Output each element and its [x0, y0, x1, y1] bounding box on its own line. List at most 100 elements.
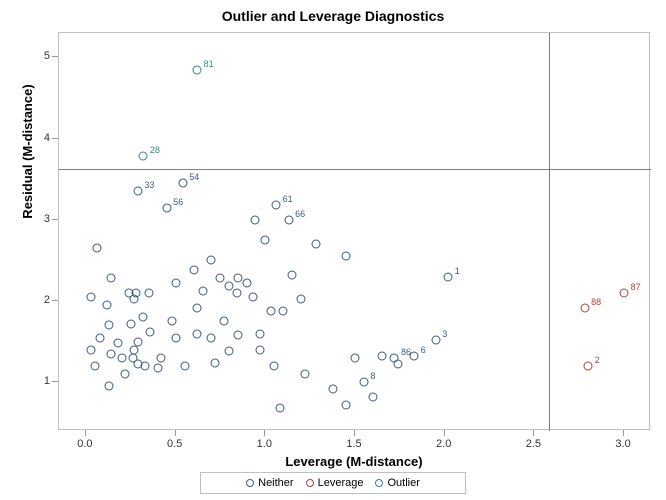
data-point — [255, 345, 264, 354]
y-tick-label: 1 — [32, 375, 50, 387]
data-point — [580, 303, 589, 312]
data-point — [620, 288, 629, 297]
y-axis-label: Residual (M-distance) — [20, 0, 35, 311]
data-point — [266, 306, 275, 315]
data-point — [146, 327, 155, 336]
chart-container: Outlier and Leverage Diagnostics 33 56 5 4 6… — [0, 0, 666, 500]
data-point-label: 56 — [173, 197, 183, 207]
legend-label: Neither — [258, 477, 293, 489]
legend-label: Leverage — [318, 477, 364, 489]
data-point — [394, 360, 403, 369]
chart-title: Outlier and Leverage Diagnostics — [0, 8, 666, 24]
y-tick — [52, 300, 58, 301]
data-point-label: 66 — [295, 209, 305, 219]
data-point — [234, 274, 243, 283]
data-point — [133, 337, 142, 346]
data-point — [359, 378, 368, 387]
data-point — [288, 271, 297, 280]
x-tick-label: 2.0 — [436, 438, 451, 450]
y-tick-label: 2 — [32, 294, 50, 306]
data-point — [114, 339, 123, 348]
y-tick-label: 5 — [32, 50, 50, 62]
ref-line-horizontal — [59, 169, 651, 170]
data-point — [90, 362, 99, 371]
data-point-label: 6 — [421, 345, 426, 355]
data-point-label: 8 — [370, 371, 375, 381]
x-tick — [85, 430, 86, 436]
x-tick-label: 0.0 — [77, 438, 92, 450]
y-tick — [52, 381, 58, 382]
data-point — [193, 329, 202, 338]
data-point — [121, 370, 130, 379]
y-tick-label: 4 — [32, 132, 50, 144]
data-point — [329, 384, 338, 393]
data-point — [431, 336, 440, 345]
data-point — [87, 292, 96, 301]
data-point-label: 1 — [455, 266, 460, 276]
y-tick-label: 3 — [32, 213, 50, 225]
legend-swatch-icon — [246, 479, 254, 487]
data-point — [216, 274, 225, 283]
x-tick-label: 1.5 — [346, 438, 361, 450]
ref-line-vertical — [549, 33, 550, 431]
x-tick — [444, 430, 445, 436]
data-point — [153, 363, 162, 372]
data-point — [157, 353, 166, 362]
data-point — [207, 333, 216, 342]
data-point — [368, 392, 377, 401]
data-point — [284, 215, 293, 224]
data-point-label: 33 — [144, 180, 154, 190]
data-point — [584, 362, 593, 371]
data-point — [171, 333, 180, 342]
data-point — [171, 279, 180, 288]
legend-item: Outlier — [375, 477, 419, 489]
data-point — [87, 345, 96, 354]
legend: Neither Leverage Outlier — [200, 472, 466, 494]
data-point — [272, 201, 281, 210]
x-tick — [533, 430, 534, 436]
y-tick — [52, 56, 58, 57]
data-point — [105, 321, 114, 330]
legend-swatch-icon — [375, 479, 383, 487]
data-point — [168, 317, 177, 326]
y-tick — [52, 219, 58, 220]
data-point — [261, 236, 270, 245]
y-tick — [52, 138, 58, 139]
data-point — [132, 288, 141, 297]
data-point — [107, 349, 116, 358]
x-tick — [354, 430, 355, 436]
x-tick — [264, 430, 265, 436]
data-point — [144, 288, 153, 297]
data-point — [250, 215, 259, 224]
x-tick-label: 2.5 — [526, 438, 541, 450]
data-point — [105, 382, 114, 391]
data-point — [92, 244, 101, 253]
data-point — [193, 303, 202, 312]
data-point-label: 87 — [631, 282, 641, 292]
data-point — [133, 187, 142, 196]
data-point — [178, 179, 187, 188]
data-point-label: 2 — [595, 355, 600, 365]
data-point — [141, 362, 150, 371]
data-point-label: 81 — [204, 59, 214, 69]
data-point — [162, 203, 171, 212]
legend-swatch-icon — [306, 479, 314, 487]
data-point — [444, 272, 453, 281]
data-point — [220, 317, 229, 326]
data-point — [139, 152, 148, 161]
plot-area: 3356546166886631882872881 — [58, 32, 650, 430]
data-point — [410, 352, 419, 361]
legend-item: Neither — [246, 477, 293, 489]
data-point — [270, 362, 279, 371]
x-tick-label: 0.5 — [167, 438, 182, 450]
data-point — [139, 313, 148, 322]
data-point — [107, 274, 116, 283]
data-point — [180, 362, 189, 371]
data-point — [311, 240, 320, 249]
data-point — [342, 252, 351, 261]
data-point — [189, 266, 198, 275]
data-point — [198, 287, 207, 296]
data-point — [342, 401, 351, 410]
data-point — [117, 353, 126, 362]
data-point — [351, 353, 360, 362]
